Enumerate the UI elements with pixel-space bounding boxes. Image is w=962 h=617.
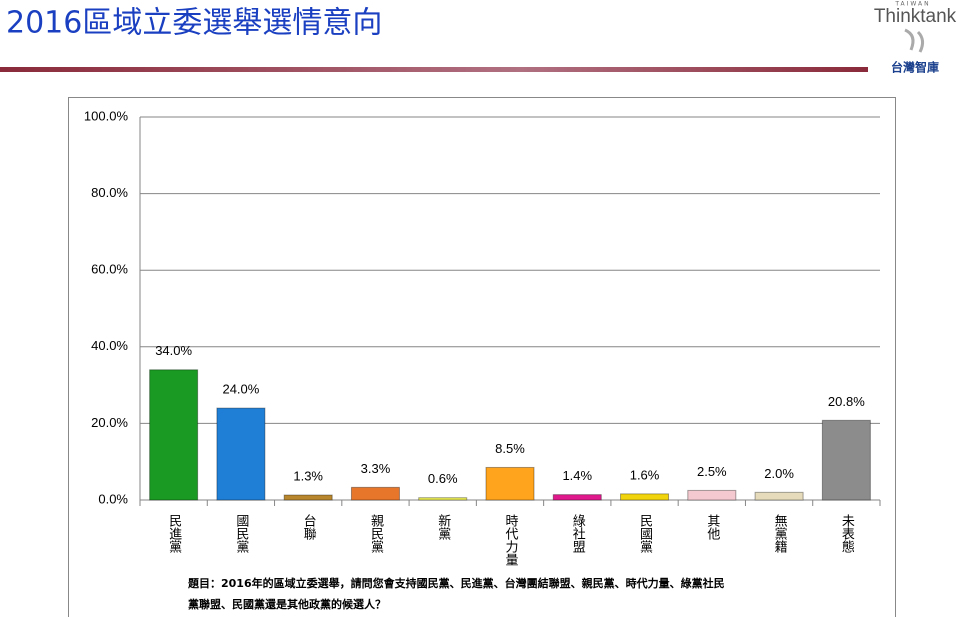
y-tick-label: 80.0%: [91, 185, 128, 200]
value-label: 3.3%: [361, 461, 391, 476]
x-tick-label: 其他: [704, 514, 720, 541]
value-label: 2.0%: [764, 466, 794, 481]
value-label: 2.5%: [697, 464, 727, 479]
y-tick-label: 100.0%: [84, 108, 129, 123]
x-tick-label: 時代力量: [503, 514, 519, 566]
y-tick-label: 0.0%: [98, 491, 128, 506]
footnote-line: 黨聯盟、民國黨還是其他政黨的候選人？: [188, 597, 386, 611]
x-tick-label: 未表態: [839, 514, 855, 553]
bar: [283, 494, 333, 501]
value-label: 20.8%: [828, 394, 865, 409]
logo-top: TAIWAN: [894, 1, 930, 8]
value-label: 24.0%: [222, 382, 259, 397]
header-rule: [0, 67, 868, 72]
bar: [216, 407, 266, 501]
bar: [821, 419, 871, 501]
value-label: 1.3%: [293, 468, 323, 483]
bar: [552, 494, 602, 501]
x-tick-label: 綠社盟: [570, 514, 586, 553]
value-label: 1.4%: [562, 468, 592, 483]
x-tick-label: 民國黨: [637, 514, 653, 553]
value-label: 34.0%: [155, 343, 192, 358]
logo-brand: Thinktank: [874, 6, 957, 27]
bar: [149, 369, 199, 501]
value-label: 1.6%: [630, 467, 660, 482]
bar: [350, 486, 400, 501]
x-tick-label: 台聯: [301, 514, 317, 541]
bar: [620, 493, 670, 501]
x-tick-label: 國民黨: [233, 514, 249, 553]
bar: [485, 466, 535, 501]
y-tick-label: 60.0%: [91, 262, 128, 277]
logo-mark: [904, 28, 925, 53]
y-tick-label: 20.0%: [91, 415, 128, 430]
chart-frame: [68, 97, 896, 617]
value-label: 0.6%: [428, 471, 458, 486]
slide-title: 2016區域立委選舉選情意向: [6, 6, 382, 41]
bar: [687, 489, 737, 501]
x-tick-label: 無黨籍: [772, 514, 788, 554]
bar: [754, 491, 804, 501]
logo-name: 台灣智庫: [891, 60, 939, 75]
footnote-line: 題目：2016年的區域立委選舉，請問您會支持國民黨、民進黨、台灣團結聯盟、親民黨…: [188, 576, 725, 590]
x-tick-label: 親民黨: [368, 514, 384, 553]
x-tick-label: 新黨: [435, 513, 451, 540]
value-label: 8.5%: [495, 441, 525, 456]
y-tick-label: 40.0%: [91, 338, 128, 353]
bar: [418, 497, 468, 501]
x-tick-label: 民進黨: [166, 514, 182, 553]
